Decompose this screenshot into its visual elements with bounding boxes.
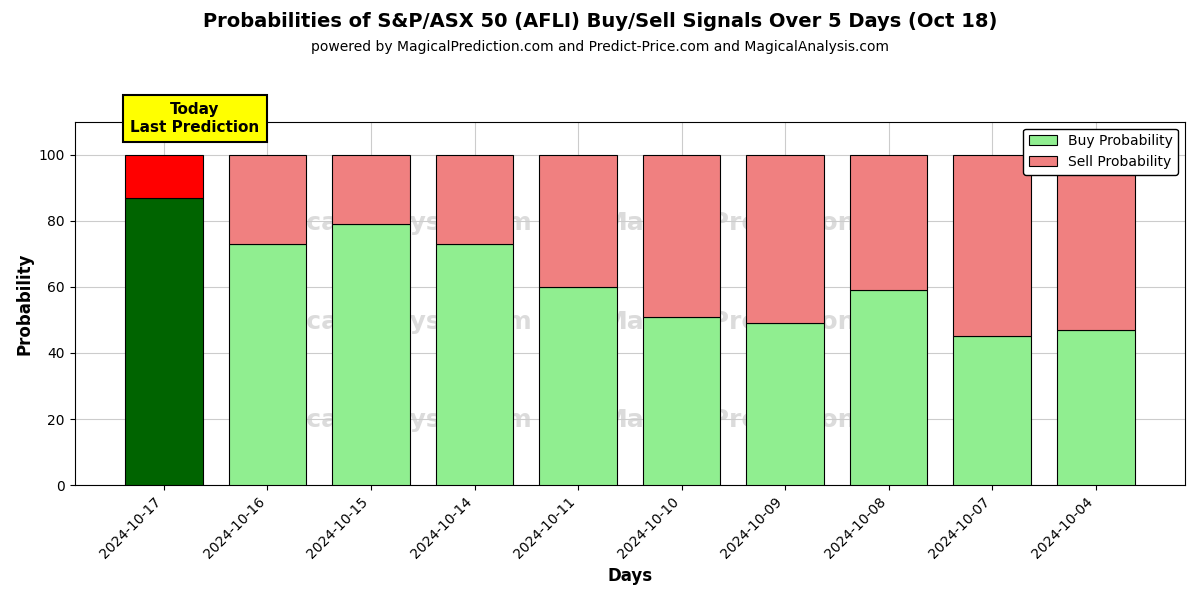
- Text: MagicalAnalysis.com: MagicalAnalysis.com: [239, 211, 533, 235]
- Legend: Buy Probability, Sell Probability: Buy Probability, Sell Probability: [1024, 128, 1178, 175]
- Bar: [953, 337, 1031, 485]
- Bar: [229, 155, 306, 244]
- Bar: [746, 155, 824, 323]
- Text: powered by MagicalPrediction.com and Predict-Price.com and MagicalAnalysis.com: powered by MagicalPrediction.com and Pre…: [311, 40, 889, 54]
- Text: MagicalPrediction.com: MagicalPrediction.com: [602, 310, 924, 334]
- Bar: [850, 290, 928, 485]
- Bar: [1057, 155, 1134, 330]
- Bar: [539, 287, 617, 485]
- Bar: [125, 155, 203, 197]
- X-axis label: Days: Days: [607, 567, 653, 585]
- Bar: [953, 155, 1031, 337]
- Y-axis label: Probability: Probability: [16, 252, 34, 355]
- Bar: [125, 197, 203, 485]
- Bar: [850, 155, 928, 290]
- Bar: [436, 155, 514, 244]
- Bar: [229, 244, 306, 485]
- Bar: [643, 155, 720, 317]
- Bar: [1057, 330, 1134, 485]
- Bar: [436, 244, 514, 485]
- Text: MagicalPrediction.com: MagicalPrediction.com: [602, 408, 924, 432]
- Bar: [539, 155, 617, 287]
- Text: MagicalPrediction.com: MagicalPrediction.com: [602, 211, 924, 235]
- Text: MagicalAnalysis.com: MagicalAnalysis.com: [239, 310, 533, 334]
- Text: MagicalAnalysis.com: MagicalAnalysis.com: [239, 408, 533, 432]
- Bar: [332, 155, 410, 224]
- Text: Today
Last Prediction: Today Last Prediction: [131, 103, 259, 135]
- Bar: [643, 317, 720, 485]
- Text: Probabilities of S&P/ASX 50 (AFLI) Buy/Sell Signals Over 5 Days (Oct 18): Probabilities of S&P/ASX 50 (AFLI) Buy/S…: [203, 12, 997, 31]
- Bar: [332, 224, 410, 485]
- Bar: [746, 323, 824, 485]
